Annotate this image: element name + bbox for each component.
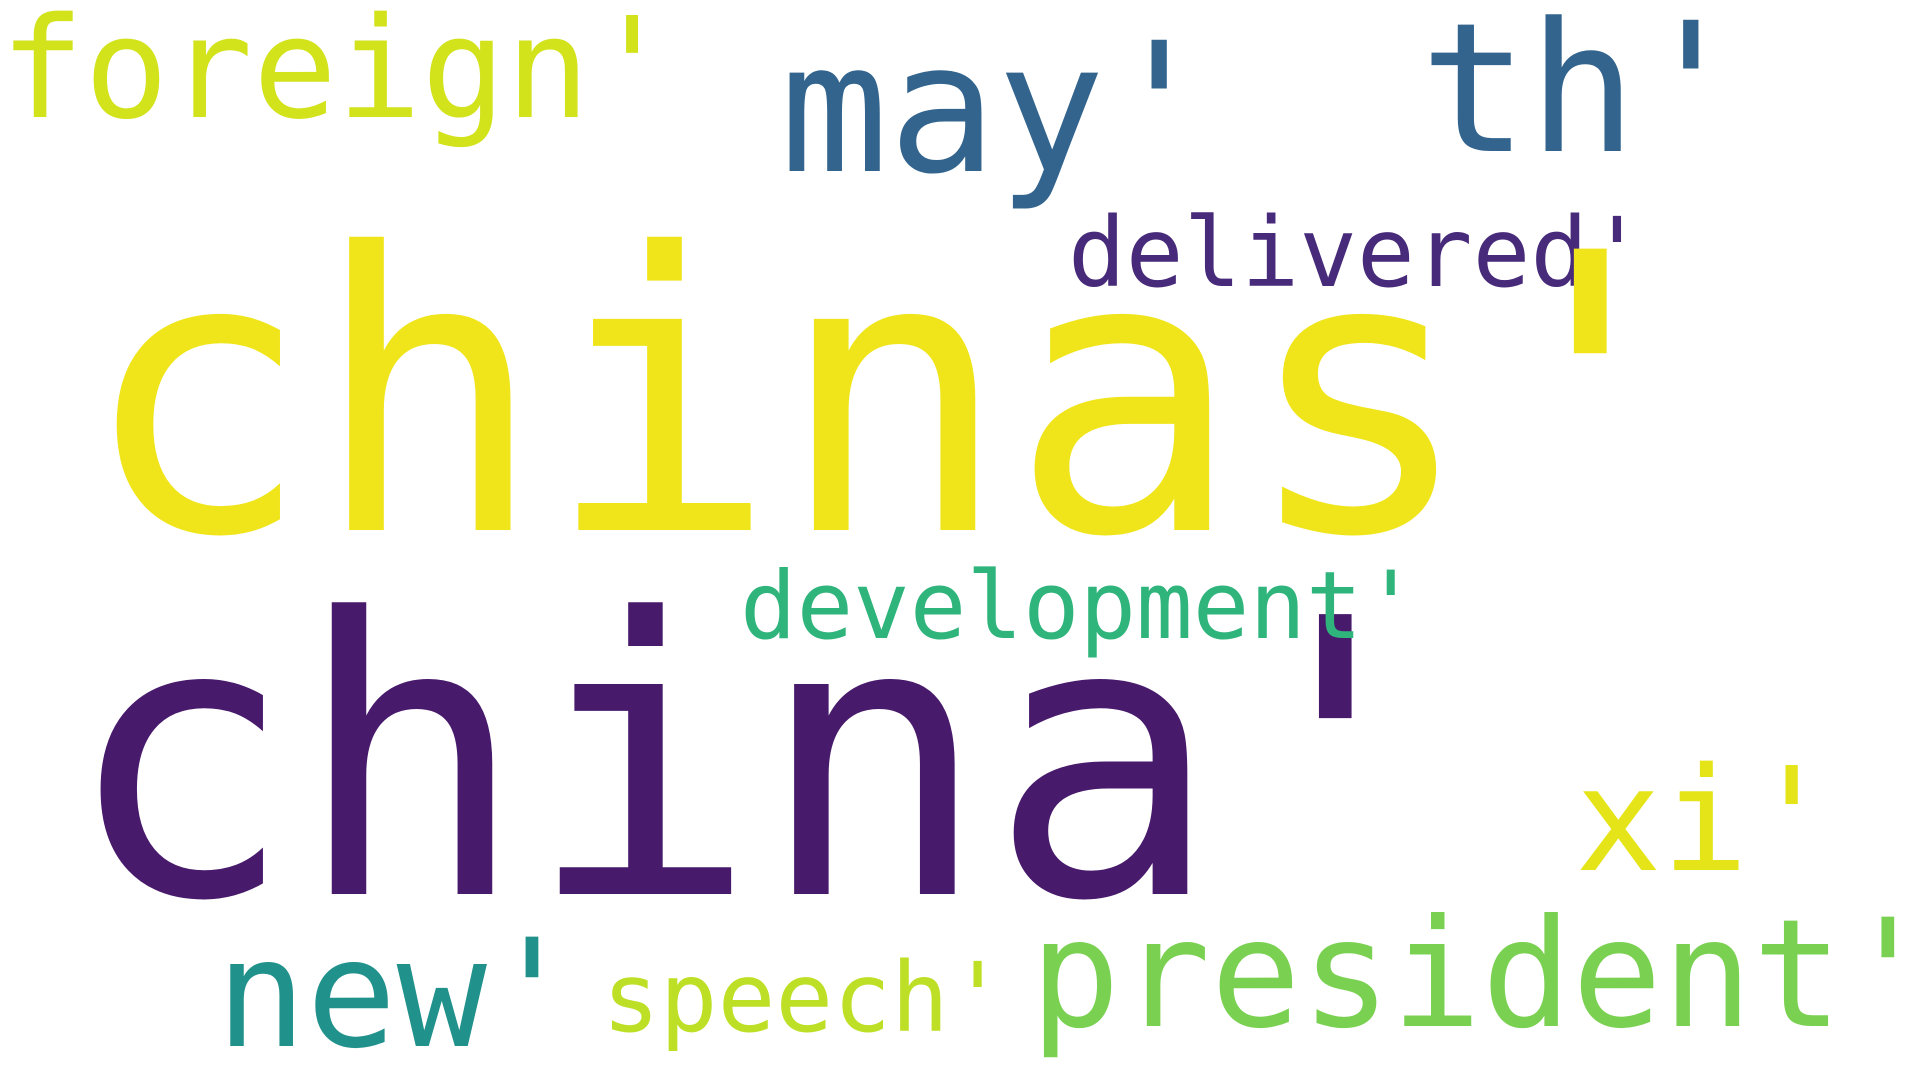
word-development: development' — [740, 552, 1420, 661]
word-foreign: foreign' — [0, 0, 675, 151]
word-delivered: delivered' — [1068, 197, 1646, 309]
word-th: th' — [1420, 0, 1746, 194]
word-president: president' — [1030, 888, 1920, 1062]
word-xi: xi' — [1575, 736, 1836, 904]
word-chinas: chinas' — [80, 173, 1707, 622]
word-china: china' — [64, 538, 1452, 985]
word-may: may' — [780, 5, 1214, 214]
word-speech: speech' — [602, 942, 1007, 1054]
word-new: new' — [216, 908, 578, 1082]
